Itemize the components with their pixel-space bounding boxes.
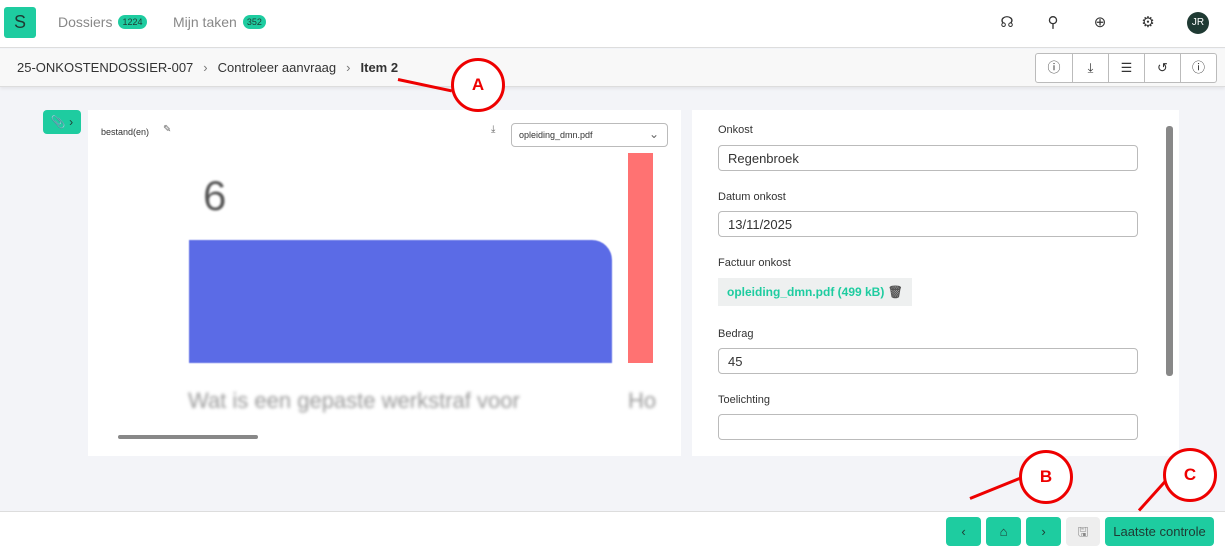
app-logo[interactable]: S <box>4 7 36 38</box>
download-icon[interactable]: ⤓ <box>1072 54 1108 82</box>
breadcrumb: 25-ONKOSTENDOSSIER-007 › Controleer aanvr… <box>17 60 398 75</box>
nav-label: Dossiers <box>58 14 113 30</box>
count-badge: 352 <box>242 15 266 29</box>
document-number: 6 <box>203 172 227 219</box>
avatar[interactable]: JR <box>1187 12 1209 34</box>
breadcrumb-task[interactable]: Controleer aanvraag <box>217 60 337 75</box>
breadcrumb-current: Item 2 <box>360 60 399 75</box>
info-circle-icon[interactable]: ⓘ <box>1047 60 1061 75</box>
expense-form: Onkost Regenbroek Datum onkost 13/11/202… <box>692 110 1179 456</box>
chevron-down-icon: ⌄ <box>648 127 659 141</box>
count-badge: 1224 <box>118 15 147 29</box>
document-text: Wat is een gepaste werkstraf voor <box>188 388 520 413</box>
annotation-b: B <box>1019 450 1073 504</box>
vertical-scrollbar[interactable] <box>1166 126 1173 376</box>
globe-icon[interactable]: ⊕ <box>1093 14 1107 31</box>
onkost-input[interactable]: Regenbroek <box>718 145 1138 171</box>
bedrag-label: Bedrag <box>718 328 754 340</box>
datum-input[interactable]: 13/11/2025 <box>718 211 1138 237</box>
edit-icon[interactable]: ✎ <box>163 124 172 135</box>
toelichting-label: Toelichting <box>718 394 770 406</box>
attachments-toggle-button[interactable]: 📎 › <box>43 110 81 134</box>
document-text-2: Ho <box>628 388 657 413</box>
onkost-label: Onkost <box>718 124 753 136</box>
nav-mijn-taken[interactable]: Mijn taken 352 <box>173 14 266 30</box>
home-button[interactable]: ⌂ <box>986 517 1021 546</box>
datum-label: Datum onkost <box>718 191 786 203</box>
factuur-label: Factuur onkost <box>718 257 791 269</box>
toelichting-input[interactable] <box>718 414 1138 440</box>
document-viewer: bestand(en) ✎ ⤓ opleiding_dmn.pdf ⌄ 6 Wat… <box>88 110 681 456</box>
document-blue-block <box>189 240 612 363</box>
list-icon[interactable]: ☰ <box>1108 54 1144 82</box>
annotation-a: A <box>451 58 505 112</box>
info-icon[interactable]: ⓘ <box>1180 54 1216 82</box>
save-button[interactable]: 🖫 <box>1066 517 1100 546</box>
download-icon[interactable]: ⤓ <box>491 124 496 135</box>
nav-dossiers[interactable]: Dossiers 1224 <box>58 14 147 30</box>
bedrag-input[interactable]: 45 <box>718 348 1138 374</box>
headset-icon[interactable]: ☊ <box>1000 14 1014 31</box>
laatste-controle-button[interactable]: Laatste controle <box>1105 517 1214 546</box>
top-bar: S Dossiers 1224 Mijn taken 352 ☊ ⚲ ⊕ ⚙ JR <box>0 0 1225 48</box>
nav-label: Mijn taken <box>173 14 237 30</box>
chevron-right-icon: › <box>346 60 351 75</box>
search-icon[interactable]: ⚲ <box>1047 14 1059 31</box>
previous-button[interactable]: ‹ <box>946 517 981 546</box>
annotation-c: C <box>1163 448 1217 502</box>
gear-icon[interactable]: ⚙ <box>1141 14 1155 31</box>
toolbar: ⓘ ⤓ ☰ ↺ ⓘ <box>1035 53 1217 83</box>
selected-file: opleiding_dmn.pdf <box>519 130 593 140</box>
trash-icon[interactable]: 🗑 <box>887 285 903 299</box>
save-icon: 🖫 <box>1077 524 1089 539</box>
files-label: bestand(en) <box>101 127 150 137</box>
horizontal-scrollbar[interactable] <box>118 435 258 439</box>
annotation-pointer-c <box>1137 479 1167 512</box>
next-button[interactable]: › <box>1026 517 1061 546</box>
chevron-right-icon: › <box>203 60 208 75</box>
home-icon: ⌂ <box>999 524 1008 539</box>
annotation-pointer-b <box>969 476 1022 500</box>
paperclip-icon: 📎 <box>50 115 66 129</box>
breadcrumb-bar: 25-ONKOSTENDOSSIER-007 › Controleer aanvr… <box>0 49 1225 87</box>
file-select[interactable]: opleiding_dmn.pdf ⌄ <box>511 123 668 147</box>
invoice-file: opleiding_dmn.pdf (499 kB) 🗑 <box>718 278 912 306</box>
breadcrumb-dossier[interactable]: 25-ONKOSTENDOSSIER-007 <box>17 60 194 75</box>
history-icon[interactable]: ↺ <box>1144 54 1180 82</box>
invoice-file-link[interactable]: opleiding_dmn.pdf (499 kB) <box>727 285 885 299</box>
document-red-block <box>628 153 653 363</box>
